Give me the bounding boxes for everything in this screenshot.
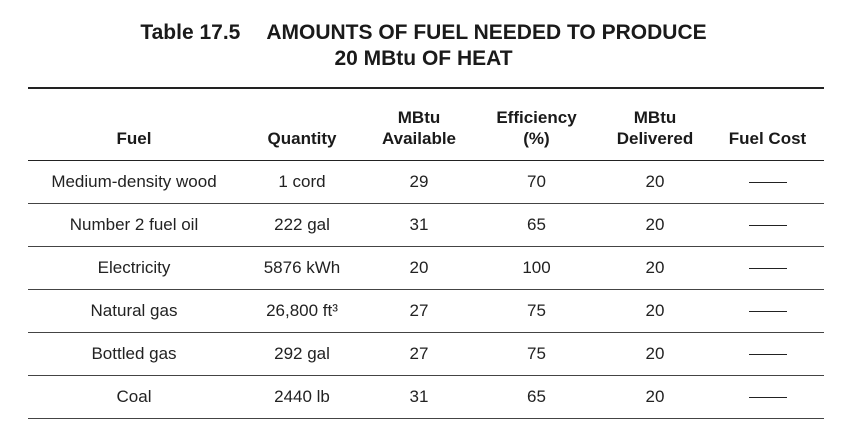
table-header-row: Fuel Quantity MBtu Available Efficiency (%… [28,89,824,161]
table-top-rule [28,87,824,89]
cell-delivered: 20 [599,203,711,247]
cell-fuel: Medium-density wood [28,160,240,204]
cell-fuel-cost [711,375,824,419]
fuel-table: Fuel Quantity MBtu Available Efficiency (%… [28,89,824,419]
cell-delivered: 20 [599,160,711,204]
table-row: Medium-density wood 1 cord 29 70 20 [28,160,824,204]
blank-line [748,268,787,270]
table-number: Table 17.5 [140,21,241,44]
cell-efficiency: 75 [474,289,599,333]
cell-delivered: 20 [599,246,711,290]
cell-fuel-cost [711,203,824,247]
cell-efficiency: 70 [474,160,599,204]
header-mbtu-available: MBtu Available [364,89,474,161]
cell-fuel: Bottled gas [28,332,240,376]
blank-line [748,182,787,184]
cell-available: 31 [364,203,474,247]
cell-available: 27 [364,289,474,333]
blank-line [748,397,787,399]
header-quantity: Quantity [240,89,364,161]
cell-quantity: 26,800 ft³ [240,289,364,333]
table-row: Coal 2440 lb 31 65 20 [28,375,824,419]
table-row: Natural gas 26,800 ft³ 27 75 20 [28,289,824,333]
cell-quantity: 1 cord [240,160,364,204]
cell-available: 27 [364,332,474,376]
blank-line [748,311,787,313]
cell-available: 20 [364,246,474,290]
cell-available: 31 [364,375,474,419]
blank-line [748,225,787,227]
header-fuel: Fuel [28,89,240,161]
table-title-line1: Table 17.5 AMOUNTS OF FUEL NEEDED TO PROD… [0,20,847,46]
cell-quantity: 292 gal [240,332,364,376]
cell-fuel: Natural gas [28,289,240,333]
table-title: Table 17.5 AMOUNTS OF FUEL NEEDED TO PROD… [0,20,847,72]
header-mbtu-delivered: MBtu Delivered [599,89,711,161]
cell-efficiency: 65 [474,203,599,247]
cell-quantity: 5876 kWh [240,246,364,290]
header-efficiency: Efficiency (%) [474,89,599,161]
cell-quantity: 2440 lb [240,375,364,419]
blank-line [748,354,787,356]
cell-efficiency: 65 [474,375,599,419]
table-row: Electricity 5876 kWh 20 100 20 [28,246,824,290]
table-row: Number 2 fuel oil 222 gal 31 65 20 [28,203,824,247]
cell-fuel-cost [711,332,824,376]
cell-available: 29 [364,160,474,204]
cell-fuel: Coal [28,375,240,419]
cell-delivered: 20 [599,375,711,419]
table-title-text: AMOUNTS OF FUEL NEEDED TO PRODUCE [266,21,707,44]
cell-fuel-cost [711,160,824,204]
header-fuel-cost: Fuel Cost [711,89,824,161]
table-row: Bottled gas 292 gal 27 75 20 [28,332,824,376]
cell-efficiency: 100 [474,246,599,290]
cell-fuel-cost [711,246,824,290]
cell-fuel: Number 2 fuel oil [28,203,240,247]
cell-efficiency: 75 [474,332,599,376]
cell-fuel: Electricity [28,246,240,290]
cell-quantity: 222 gal [240,203,364,247]
cell-delivered: 20 [599,332,711,376]
cell-delivered: 20 [599,289,711,333]
table-title-line2: 20 MBtu OF HEAT [334,47,513,70]
cell-fuel-cost [711,289,824,333]
